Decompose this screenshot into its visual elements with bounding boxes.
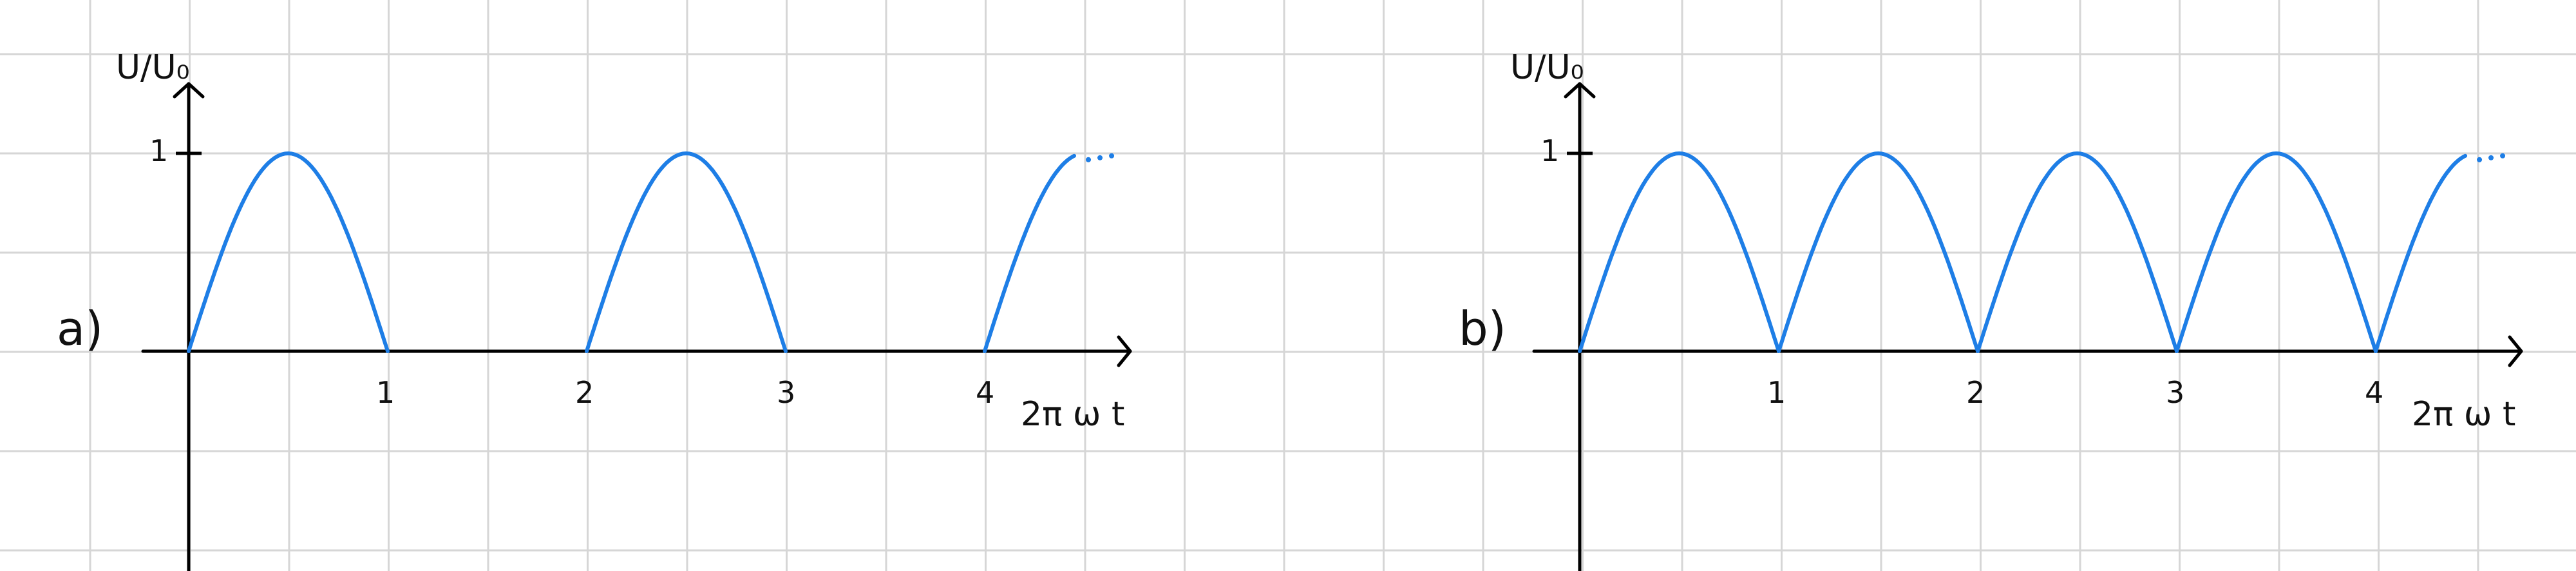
y-axis-label-b: U/U₀	[1510, 48, 1584, 87]
curve-segment-a	[187, 151, 390, 353]
curve-segment-b	[1976, 151, 2179, 353]
x-tick-label-b: 2	[1966, 375, 1985, 410]
y-tick-label-b: 1	[1540, 133, 1559, 168]
continuation-dot-a	[1109, 153, 1115, 159]
curve-segment-a	[585, 151, 788, 353]
continuation-dot-a	[1086, 157, 1092, 162]
x-tick-label-b: 3	[2166, 375, 2184, 410]
x-axis-arrowhead-a	[1117, 335, 1132, 367]
curve-segment-b	[2374, 153, 2468, 353]
x-axis-arrowhead-b	[2508, 335, 2523, 367]
curve-segment-b	[1777, 151, 1980, 353]
x-tick-label-a: 1	[376, 375, 395, 410]
continuation-dot-b	[2477, 157, 2483, 162]
x-axis-label-b: 2π ω t	[2412, 395, 2515, 434]
continuation-dot-b	[2500, 153, 2506, 159]
chart-panel-b: b) U/U₀ 2π ω t 1 1 2 3 4	[1459, 48, 2523, 571]
y-axis-arrowhead-b	[1564, 82, 1596, 99]
chart-panel-a: a) U/U₀ 2π ω t 1 1 2 3 4	[57, 48, 1132, 571]
continuation-dot-b	[2488, 155, 2494, 160]
y-tick-label-a: 1	[149, 133, 168, 168]
x-tick-label-a: 4	[976, 375, 994, 410]
panel-label-b: b)	[1459, 302, 1506, 356]
continuation-dot-a	[1097, 155, 1103, 160]
x-tick-label-a: 2	[575, 375, 594, 410]
x-tick-label-a: 3	[777, 375, 795, 410]
x-tick-label-b: 1	[1767, 375, 1786, 410]
curve-segment-b	[1578, 151, 1781, 353]
y-axis-label-a: U/U₀	[116, 48, 190, 87]
y-axis-arrowhead-a	[173, 82, 205, 99]
x-axis-label-a: 2π ω t	[1021, 395, 1124, 434]
curve-segment-b	[2175, 151, 2378, 353]
x-tick-label-b: 4	[2365, 375, 2383, 410]
panel-label-a: a)	[57, 302, 103, 356]
curve-segment-a	[983, 153, 1076, 353]
